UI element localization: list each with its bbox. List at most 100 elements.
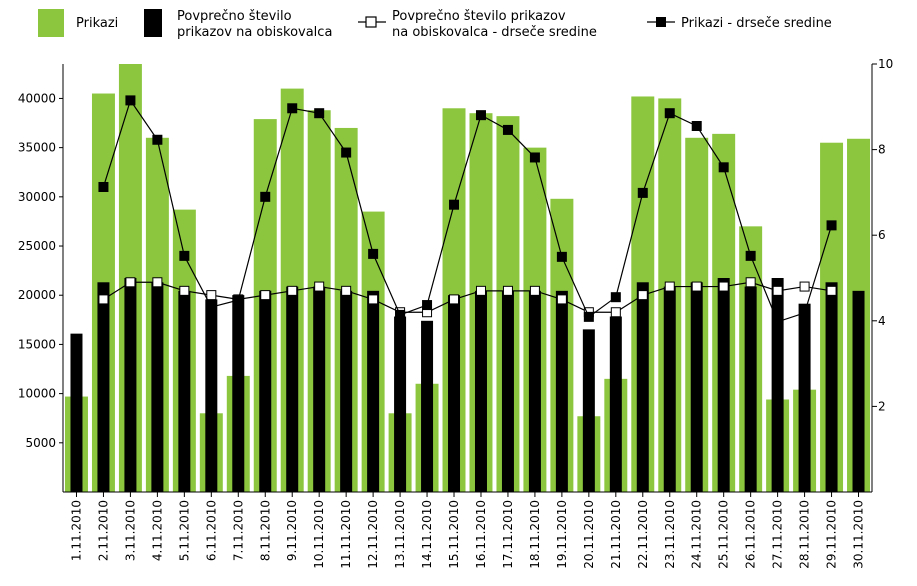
y-left-tick-label: 40000 (18, 91, 56, 105)
prikazi-drsece-marker (664, 108, 675, 119)
bar-povprecno (771, 278, 784, 492)
povprecno-drsece-marker (449, 294, 460, 305)
x-tick-label: 12.11.2010 (366, 500, 380, 569)
bar-povprecno (852, 290, 865, 492)
legend-swatch-povprecno (144, 9, 162, 37)
prikazi-drsece-marker (610, 292, 621, 303)
prikazi-drsece-marker (745, 250, 756, 261)
prikazi-drsece-marker (799, 307, 810, 318)
y-right-tick-label: 8 (878, 143, 886, 157)
bar-povprecno (286, 286, 299, 492)
legend-item-prikazi: Prikazi (38, 9, 118, 37)
bar-povprecno (259, 290, 272, 492)
bar-povprecno (394, 316, 407, 492)
bar-povprecno (232, 295, 245, 492)
bar-povprecno (70, 333, 83, 492)
bar-povprecno (555, 290, 568, 492)
prikazi-drsece-marker (260, 191, 271, 202)
y-left-tick-label: 30000 (18, 190, 56, 204)
x-tick-label: 9.11.2010 (285, 500, 299, 561)
bar-povprecno (367, 290, 380, 492)
bar-povprecno (205, 299, 218, 492)
prikazi-drsece-marker (556, 251, 567, 262)
x-tick-label: 26.11.2010 (744, 500, 758, 569)
povprecno-drsece-marker (314, 281, 325, 292)
prikazi-drsece-marker (233, 295, 244, 306)
povprecno-drsece-marker (206, 290, 217, 301)
povprecno-drsece-marker (691, 281, 702, 292)
x-tick-label: 19.11.2010 (555, 500, 569, 569)
prikazi-drsece-marker (691, 120, 702, 131)
legend-label-prikazi-drsece: Prikazi - drseče sredine (681, 16, 832, 31)
prikazi-drsece-marker (125, 95, 136, 106)
bar-povprecno (151, 282, 164, 492)
legend-label-povprecno-drsece-line2: na obiskovalca - drseče sredine (392, 25, 597, 40)
y-left-tick-label: 10000 (18, 387, 56, 401)
legend-label-prikazi: Prikazi (76, 16, 118, 31)
x-tick-label: 21.11.2010 (609, 500, 623, 569)
prikazi-drsece-marker (98, 181, 109, 192)
legend-label-povprecno-line1: Povprečno število (177, 9, 292, 24)
x-tick-label: 30.11.2010 (852, 500, 866, 569)
legend-item-povprecno-drsece: Povprečno število prikazov na obiskovalc… (358, 9, 597, 40)
povprecno-drsece-marker (287, 285, 298, 296)
bar-povprecno (798, 303, 811, 492)
prikazi-drsece-marker (341, 147, 352, 158)
prikazi-drsece-marker (475, 110, 486, 121)
bar-povprecno (528, 290, 541, 492)
y-right-tick-label: 2 (878, 399, 886, 413)
prikazi-drsece-marker (395, 309, 406, 320)
povprecno-drsece-marker (772, 285, 783, 296)
prikazi-drsece-marker (179, 250, 190, 261)
bar-povprecno (474, 290, 487, 492)
povprecno-drsece-marker (610, 307, 621, 318)
x-tick-label: 22.11.2010 (636, 500, 650, 569)
x-tick-label: 29.11.2010 (825, 500, 839, 569)
bar-povprecno (717, 278, 730, 492)
x-tick-label: 18.11.2010 (528, 500, 542, 569)
prikazi-drsece-marker (314, 108, 325, 119)
y-right-tick-label: 4 (878, 314, 886, 328)
bar-povprecno (690, 282, 703, 492)
x-tick-label: 15.11.2010 (447, 500, 461, 569)
x-tick-label: 14.11.2010 (420, 500, 434, 569)
bar-povprecno (501, 290, 514, 492)
prikazi-drsece-marker (368, 248, 379, 259)
povprecno-drsece-marker (475, 285, 486, 296)
povprecno-drsece-marker (529, 285, 540, 296)
povprecno-drsece-line (103, 281, 832, 313)
povprecno-drsece-marker (664, 281, 675, 292)
x-tick-label: 27.11.2010 (771, 500, 785, 569)
bar-povprecno (124, 278, 137, 492)
bar-povprecno (744, 286, 757, 492)
y-right-tick-label: 10 (878, 57, 893, 71)
povprecno-drsece-marker (179, 285, 190, 296)
x-tick-label: 10.11.2010 (312, 500, 326, 569)
x-tick-label: 13.11.2010 (393, 500, 407, 569)
x-tick-label: 3.11.2010 (123, 500, 137, 561)
legend-item-prikazi-drsece: Prikazi - drseče sredine (647, 16, 832, 31)
bar-povprecno (340, 290, 353, 492)
prikazi-drsece-marker (502, 124, 513, 135)
x-tick-label: 16.11.2010 (474, 500, 488, 569)
prikazi-drsece-marker (529, 152, 540, 163)
plot-area: 5000 10000 15000 20000 25000 30000 35000 40000 2… (18, 57, 893, 569)
x-tick-label: 7.11.2010 (231, 500, 245, 561)
y-left-tick-label: 20000 (18, 288, 56, 302)
bar-povprecno (421, 320, 434, 492)
x-tick-label: 2.11.2010 (96, 500, 110, 561)
x-tick-label: 1.11.2010 (69, 500, 83, 561)
x-tick-label: 8.11.2010 (258, 500, 272, 561)
legend-label-povprecno-drsece-line1: Povprečno število prikazov (392, 9, 566, 24)
bar-povprecno (609, 316, 622, 492)
povprecno-drsece-marker (260, 290, 271, 301)
povprecno-drsece-marker (98, 294, 109, 305)
prikazi-drsece-marker (583, 311, 594, 322)
x-tick-label: 25.11.2010 (717, 500, 731, 569)
povprecno-drsece-marker (125, 277, 136, 288)
prikazi-drsece-marker (449, 199, 460, 210)
bar-povprecno (448, 295, 461, 492)
bar-povprecno (582, 329, 595, 492)
legend-swatch-prikazi (38, 9, 64, 37)
